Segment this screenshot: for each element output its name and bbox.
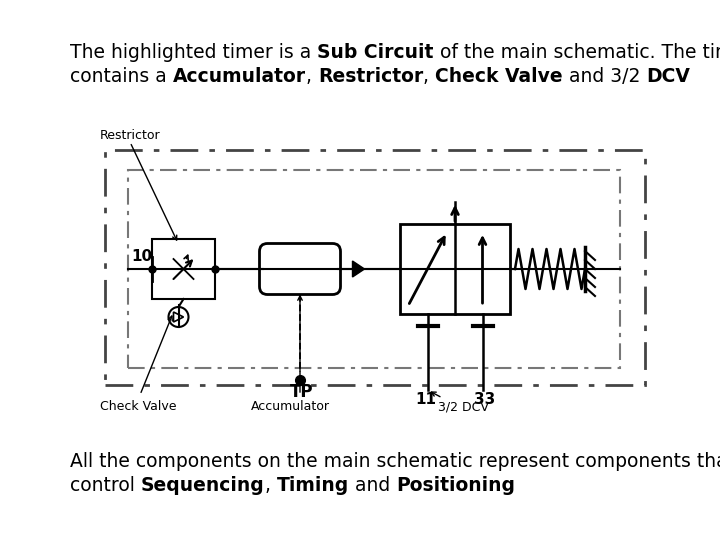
Text: Sequencing: Sequencing <box>141 476 265 495</box>
Polygon shape <box>353 261 364 277</box>
Text: Accumulator: Accumulator <box>173 67 306 86</box>
Text: Check Valve: Check Valve <box>100 400 176 413</box>
Text: DCV: DCV <box>646 67 690 86</box>
Text: Check Valve: Check Valve <box>435 67 563 86</box>
Text: of the main schematic. The timer: of the main schematic. The timer <box>433 43 720 62</box>
Bar <box>152 239 215 299</box>
Text: Sub Circuit: Sub Circuit <box>318 43 433 62</box>
Text: 10: 10 <box>131 249 152 264</box>
Text: The highlighted timer is a: The highlighted timer is a <box>70 43 318 62</box>
Text: Timing: Timing <box>276 476 349 495</box>
Text: Restrictor: Restrictor <box>318 67 423 86</box>
Text: and 3/2: and 3/2 <box>563 67 646 86</box>
Text: 11: 11 <box>415 392 436 407</box>
Bar <box>105 150 645 385</box>
Text: Restrictor: Restrictor <box>100 129 161 142</box>
Bar <box>400 224 510 314</box>
Text: ,: , <box>423 67 435 86</box>
Text: All the components on the main schematic represent components that: All the components on the main schematic… <box>70 452 720 471</box>
Text: ,: , <box>265 476 276 495</box>
FancyBboxPatch shape <box>259 244 341 294</box>
Text: Accumulator: Accumulator <box>251 400 330 413</box>
Text: ,: , <box>306 67 318 86</box>
Text: contains a: contains a <box>70 67 173 86</box>
Bar <box>128 170 620 368</box>
Text: Positioning: Positioning <box>396 476 515 495</box>
Text: control: control <box>70 476 141 495</box>
Text: 33: 33 <box>474 392 495 407</box>
Text: and: and <box>349 476 396 495</box>
Text: 3/2 DCV: 3/2 DCV <box>438 400 488 413</box>
Text: TP: TP <box>290 383 313 401</box>
